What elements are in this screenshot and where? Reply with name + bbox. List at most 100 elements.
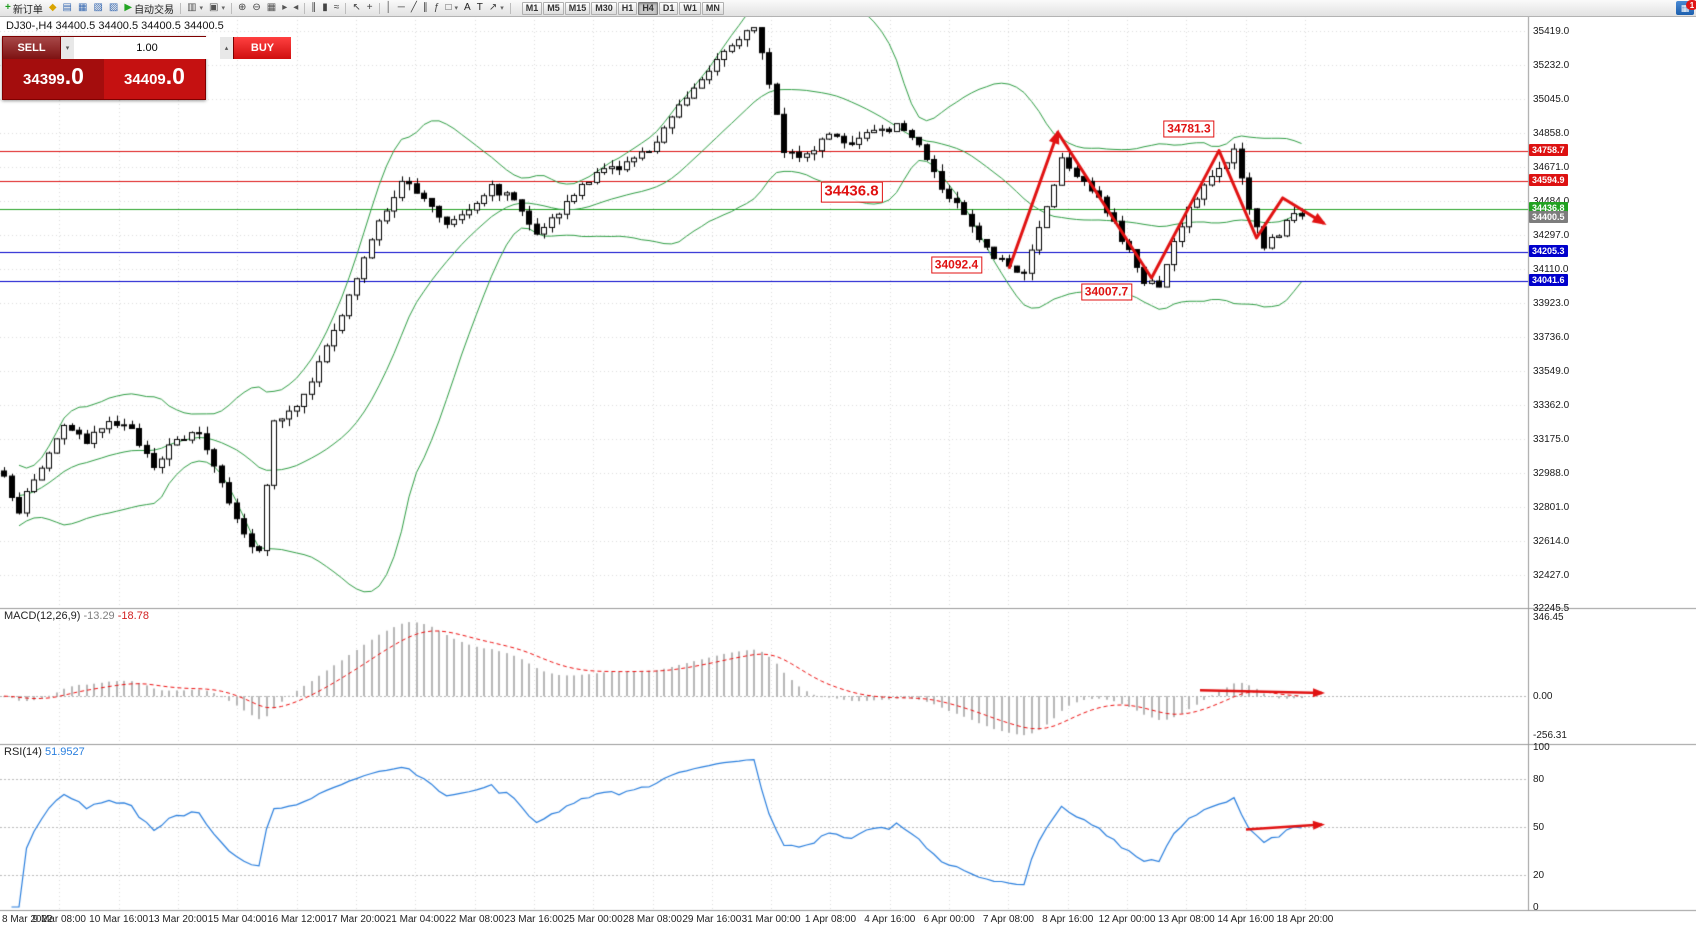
new-order-button-label: 新订单 (12, 4, 43, 16)
time-axis-label: 31 Mar 00:00 (741, 914, 801, 925)
timeframe-d1-button[interactable]: D1 (658, 1, 679, 15)
terminal-button[interactable]: ▨ (106, 1, 121, 15)
zoom-out-icon: ⊖ (252, 2, 261, 13)
time-axis-label: 6 Apr 00:00 (923, 914, 975, 925)
time-axis-label: 21 Mar 04:00 (385, 914, 445, 925)
toolbar-separator (509, 2, 511, 14)
volume-increase-button[interactable]: ▴ (220, 37, 233, 59)
time-axis-label: 14 Apr 16:00 (1217, 914, 1275, 925)
one-click-trading-panel: SELL ▾ ▴ BUY 34399.0 34409.0 (2, 36, 291, 100)
timeframe-h1-button[interactable]: H1 (617, 1, 638, 15)
equidistant-channel-button[interactable]: ∥ (420, 1, 431, 15)
time-axis-label: 9 Mar 08:00 (32, 914, 86, 925)
profiles-button[interactable]: ▣ ▾ (206, 1, 228, 15)
timeframe-h4-button[interactable]: H4 (638, 1, 658, 15)
time-axis-label: 22 Mar 08:00 (445, 914, 504, 925)
dropdown-caret-icon: ▾ (454, 5, 459, 12)
arrows-tool-button[interactable]: ↗ ▾ (486, 1, 507, 15)
trendline-icon: ╱ (410, 2, 417, 13)
macd-axis-zero: 0.00 (1533, 691, 1553, 703)
price-axis-label: 34484.0 (1533, 195, 1570, 207)
price-axis-label: 33549.0 (1533, 365, 1570, 377)
timeframe-m30-button[interactable]: M30 (591, 1, 617, 15)
tile-windows-icon: ▦ (266, 2, 277, 13)
time-axis-label: 29 Mar 16:00 (682, 914, 742, 925)
market-watch-button[interactable]: ▤ (60, 1, 75, 15)
macd-axis-max: 346.45 (1533, 612, 1564, 623)
text-label-icon: T (476, 2, 483, 13)
market-watch-icon: ▤ (62, 2, 72, 13)
buy-price-frac: .0 (165, 63, 185, 89)
buy-price[interactable]: 34409.0 (104, 59, 205, 99)
sell-price-frac: .0 (64, 63, 84, 89)
navigator-icon: ▧ (93, 2, 103, 13)
cursor-button[interactable]: ↖ (349, 1, 363, 15)
buy-button[interactable]: BUY (233, 37, 291, 59)
price-axis-label: 34297.0 (1533, 229, 1570, 241)
time-axis-label: 16 Mar 12:00 (267, 914, 327, 925)
timeframe-group: M1 M5 M15 M30 H1 H4 D1 W1 MN (521, 1, 724, 15)
sell-price[interactable]: 34399.0 (3, 59, 104, 99)
time-axis-label: 23 Mar 16:00 (504, 914, 564, 925)
new-order-icon: + (5, 2, 11, 13)
annotation-price-label: 34781.3 (1163, 120, 1215, 138)
auto-trading-button[interactable]: ▶ 自动交易 (121, 1, 177, 16)
chart-shift-button[interactable]: ◂ (290, 1, 301, 15)
text-label-button[interactable]: T (474, 1, 486, 15)
trendline-button[interactable]: ╱ (408, 1, 420, 15)
toolbar-separator (345, 2, 347, 14)
trade-panel-prices: 34399.0 34409.0 (3, 59, 205, 99)
zoom-in-icon: ⊕ (238, 2, 247, 13)
rsi-value: 51.9527 (44, 746, 85, 758)
profiles-icon: ▣ (209, 2, 219, 13)
data-window-button[interactable]: ▦ (75, 1, 90, 15)
price-axis-label: 35419.0 (1533, 25, 1570, 37)
time-axis-label: 18 Apr 20:00 (1276, 914, 1334, 925)
time-axis-label: 7 Apr 08:00 (982, 914, 1034, 925)
volume-decrease-button[interactable]: ▾ (61, 37, 74, 59)
time-axis-label: 1 Apr 08:00 (804, 914, 857, 925)
zoom-in-button[interactable]: ⊕ (235, 1, 249, 15)
rsi-axis-label: 0 (1533, 902, 1539, 913)
timeframe-m5-button[interactable]: M5 (543, 1, 564, 15)
new-chart-button[interactable]: ▥ ▾ (184, 1, 206, 15)
sell-price-int: 34399 (23, 71, 65, 88)
horizontal-line-button[interactable]: ─ (395, 1, 408, 15)
candlestick-chart-button[interactable]: ▮ (319, 1, 331, 15)
zoom-out-button[interactable]: ⊖ (249, 1, 263, 15)
price-axis-label: 33736.0 (1533, 331, 1570, 343)
favorites-button[interactable]: ◆ (46, 1, 60, 15)
new-order-button[interactable]: + 新订单 (2, 1, 46, 16)
toolbar-separator (231, 2, 232, 14)
cursor-icon: ↖ (352, 2, 361, 13)
navigator-button[interactable]: ▧ (90, 1, 105, 15)
price-axis-label: 34110.0 (1533, 263, 1569, 275)
text-tool-button[interactable]: A (461, 1, 474, 15)
toolbar-items: + 新订单 ◆ ▤ ▦ ▧ ▨ ▶ 自动交易 ▥ ▾ ▣ ▾ ⊕ ⊖ ▦ ▸ ◂ ∥ ▮ ≈ ↖ + │ ─ ╱ ∥ ƒ □ ▾ A T ↗ ▾ M… (2, 0, 724, 16)
tile-windows-button[interactable]: ▦ (264, 1, 279, 15)
shapes-button[interactable]: □ ▾ (442, 1, 461, 15)
timeframe-w1-button[interactable]: W1 (679, 1, 701, 15)
macd-signal-value: -18.78 (117, 610, 149, 622)
price-axis-label: 33362.0 (1533, 399, 1570, 411)
bar-chart-button[interactable]: ∥ (308, 1, 319, 15)
volume-input[interactable] (74, 37, 220, 59)
timeframe-m1-button[interactable]: M1 (521, 1, 543, 15)
timeframe-m15-button[interactable]: M15 (564, 1, 591, 15)
fibonacci-button[interactable]: ƒ (431, 1, 443, 15)
timeframe-mn-button[interactable]: MN (701, 1, 724, 15)
auto-scroll-button[interactable]: ▸ (279, 1, 290, 15)
fibonacci-icon: ƒ (433, 2, 440, 13)
vertical-line-button[interactable]: │ (383, 1, 395, 15)
price-axis-label: 35045.0 (1533, 93, 1570, 105)
time-axis-label: 8 Apr 16:00 (1042, 914, 1094, 925)
price-axis-label: 33923.0 (1533, 297, 1570, 309)
equidistant-channel-icon: ∥ (422, 2, 428, 13)
sell-button[interactable]: SELL (3, 37, 61, 59)
time-axis-label: 15 Mar 04:00 (207, 914, 267, 925)
dropdown-caret-icon: ▾ (199, 5, 204, 12)
line-chart-button[interactable]: ≈ (331, 1, 343, 15)
crosshair-button[interactable]: + (364, 1, 376, 15)
